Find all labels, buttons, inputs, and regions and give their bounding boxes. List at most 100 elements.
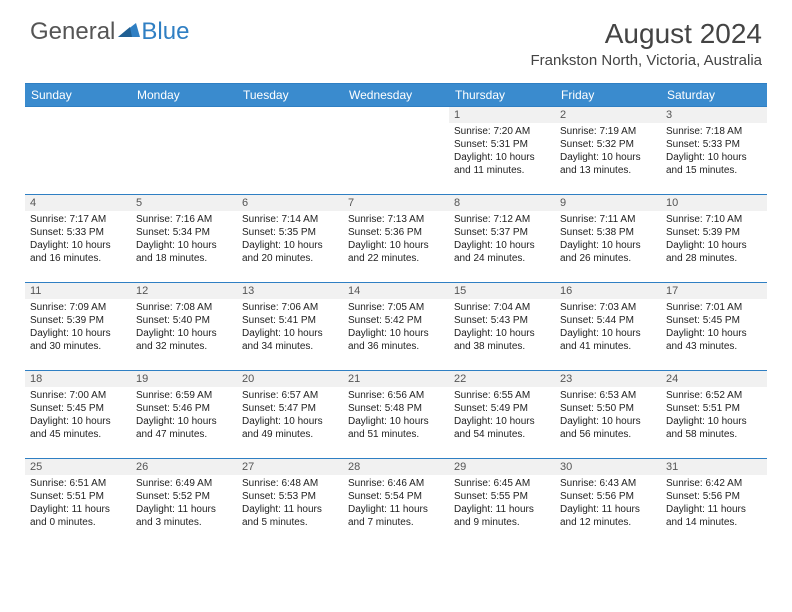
day-number: 23 <box>555 371 661 387</box>
sunset-text: Sunset: 5:36 PM <box>348 226 444 239</box>
day-number: 6 <box>237 195 343 211</box>
day-header: Sunday <box>25 84 131 107</box>
day-number: 27 <box>237 459 343 475</box>
sunrise-text: Sunrise: 6:51 AM <box>30 477 126 490</box>
calendar-cell: 1 Sunrise: 7:20 AMSunset: 5:31 PMDaylight… <box>449 107 555 195</box>
sunset-text: Sunset: 5:41 PM <box>242 314 338 327</box>
sunrise-text: Sunrise: 6:57 AM <box>242 389 338 402</box>
daylight-text: Daylight: 11 hours and 0 minutes. <box>30 503 126 529</box>
day-header: Friday <box>555 84 661 107</box>
calendar-cell: 31Sunrise: 6:42 AMSunset: 5:56 PMDayligh… <box>661 459 767 547</box>
calendar-cell: 12Sunrise: 7:08 AMSunset: 5:40 PMDayligh… <box>131 283 237 371</box>
daylight-text: Daylight: 10 hours and 13 minutes. <box>560 151 656 177</box>
sunset-text: Sunset: 5:31 PM <box>454 138 550 151</box>
sunrise-text: Sunrise: 7:04 AM <box>454 301 550 314</box>
day-number: 1 <box>449 107 555 123</box>
sunrise-text: Sunrise: 7:00 AM <box>30 389 126 402</box>
sunrise-text: Sunrise: 6:48 AM <box>242 477 338 490</box>
day-number: 25 <box>25 459 131 475</box>
day-number: 20 <box>237 371 343 387</box>
sunrise-text: Sunrise: 6:45 AM <box>454 477 550 490</box>
sunset-text: Sunset: 5:39 PM <box>666 226 762 239</box>
daylight-text: Daylight: 10 hours and 41 minutes. <box>560 327 656 353</box>
sunset-text: Sunset: 5:45 PM <box>666 314 762 327</box>
calendar-cell: 8Sunrise: 7:12 AMSunset: 5:37 PMDaylight… <box>449 195 555 283</box>
daylight-text: Daylight: 11 hours and 9 minutes. <box>454 503 550 529</box>
calendar-cell: 29Sunrise: 6:45 AMSunset: 5:55 PMDayligh… <box>449 459 555 547</box>
sunrise-text: Sunrise: 7:16 AM <box>136 213 232 226</box>
sunset-text: Sunset: 5:45 PM <box>30 402 126 415</box>
sunset-text: Sunset: 5:56 PM <box>666 490 762 503</box>
day-number: 11 <box>25 283 131 299</box>
sunrise-text: Sunrise: 6:59 AM <box>136 389 232 402</box>
day-number: 18 <box>25 371 131 387</box>
daylight-text: Daylight: 11 hours and 7 minutes. <box>348 503 444 529</box>
calendar-cell <box>237 107 343 195</box>
daylight-text: Daylight: 10 hours and 56 minutes. <box>560 415 656 441</box>
day-header: Monday <box>131 84 237 107</box>
calendar-cell: 2Sunrise: 7:19 AMSunset: 5:32 PMDaylight… <box>555 107 661 195</box>
calendar-cell <box>25 107 131 195</box>
day-number: 3 <box>661 107 767 123</box>
daylight-text: Daylight: 10 hours and 28 minutes. <box>666 239 762 265</box>
daylight-text: Daylight: 10 hours and 32 minutes. <box>136 327 232 353</box>
day-header: Wednesday <box>343 84 449 107</box>
day-number: 12 <box>131 283 237 299</box>
sunrise-text: Sunrise: 7:10 AM <box>666 213 762 226</box>
calendar-cell: 19Sunrise: 6:59 AMSunset: 5:46 PMDayligh… <box>131 371 237 459</box>
sunrise-text: Sunrise: 6:55 AM <box>454 389 550 402</box>
sunset-text: Sunset: 5:44 PM <box>560 314 656 327</box>
sunrise-text: Sunrise: 7:20 AM <box>454 125 550 138</box>
daylight-text: Daylight: 10 hours and 54 minutes. <box>454 415 550 441</box>
calendar-cell: 26Sunrise: 6:49 AMSunset: 5:52 PMDayligh… <box>131 459 237 547</box>
calendar-cell: 7Sunrise: 7:13 AMSunset: 5:36 PMDaylight… <box>343 195 449 283</box>
calendar-cell: 23Sunrise: 6:53 AMSunset: 5:50 PMDayligh… <box>555 371 661 459</box>
sunrise-text: Sunrise: 7:17 AM <box>30 213 126 226</box>
sunset-text: Sunset: 5:51 PM <box>30 490 126 503</box>
sunrise-text: Sunrise: 6:56 AM <box>348 389 444 402</box>
sunrise-text: Sunrise: 7:11 AM <box>560 213 656 226</box>
daylight-text: Daylight: 11 hours and 3 minutes. <box>136 503 232 529</box>
sunset-text: Sunset: 5:43 PM <box>454 314 550 327</box>
day-number: 22 <box>449 371 555 387</box>
calendar-cell: 14Sunrise: 7:05 AMSunset: 5:42 PMDayligh… <box>343 283 449 371</box>
sunset-text: Sunset: 5:35 PM <box>242 226 338 239</box>
calendar-cell: 11Sunrise: 7:09 AMSunset: 5:39 PMDayligh… <box>25 283 131 371</box>
location-text: Frankston North, Victoria, Australia <box>531 52 763 69</box>
calendar-cell: 22Sunrise: 6:55 AMSunset: 5:49 PMDayligh… <box>449 371 555 459</box>
calendar-cell: 5Sunrise: 7:16 AMSunset: 5:34 PMDaylight… <box>131 195 237 283</box>
daylight-text: Daylight: 11 hours and 12 minutes. <box>560 503 656 529</box>
day-header: Saturday <box>661 84 767 107</box>
day-number: 16 <box>555 283 661 299</box>
daylight-text: Daylight: 10 hours and 16 minutes. <box>30 239 126 265</box>
day-number: 10 <box>661 195 767 211</box>
daylight-text: Daylight: 10 hours and 24 minutes. <box>454 239 550 265</box>
logo: General Blue <box>30 18 189 46</box>
calendar-cell: 9Sunrise: 7:11 AMSunset: 5:38 PMDaylight… <box>555 195 661 283</box>
calendar-cell: 3Sunrise: 7:18 AMSunset: 5:33 PMDaylight… <box>661 107 767 195</box>
day-number: 28 <box>343 459 449 475</box>
sunrise-text: Sunrise: 7:13 AM <box>348 213 444 226</box>
daylight-text: Daylight: 11 hours and 5 minutes. <box>242 503 338 529</box>
calendar-cell: 4Sunrise: 7:17 AMSunset: 5:33 PMDaylight… <box>25 195 131 283</box>
sunrise-text: Sunrise: 7:12 AM <box>454 213 550 226</box>
calendar-cell: 25 Sunrise: 6:51 AMSunset: 5:51 PMDayligh… <box>25 459 131 547</box>
daylight-text: Daylight: 10 hours and 30 minutes. <box>30 327 126 353</box>
sunrise-text: Sunrise: 6:46 AM <box>348 477 444 490</box>
calendar-table: Sunday Monday Tuesday Wednesday Thursday… <box>25 83 767 547</box>
day-number: 19 <box>131 371 237 387</box>
sunrise-text: Sunrise: 6:43 AM <box>560 477 656 490</box>
logo-text-blue: Blue <box>141 18 189 46</box>
calendar-cell: 16Sunrise: 7:03 AMSunset: 5:44 PMDayligh… <box>555 283 661 371</box>
daylight-text: Daylight: 10 hours and 11 minutes. <box>454 151 550 177</box>
sunset-text: Sunset: 5:42 PM <box>348 314 444 327</box>
logo-triangle-icon <box>118 18 140 46</box>
daylight-text: Daylight: 10 hours and 34 minutes. <box>242 327 338 353</box>
daylight-text: Daylight: 10 hours and 38 minutes. <box>454 327 550 353</box>
sunset-text: Sunset: 5:51 PM <box>666 402 762 415</box>
calendar-cell: 10 Sunrise: 7:10 AMSunset: 5:39 PMDayligh… <box>661 195 767 283</box>
day-number: 17 <box>661 283 767 299</box>
sunset-text: Sunset: 5:47 PM <box>242 402 338 415</box>
calendar-cell: 30Sunrise: 6:43 AMSunset: 5:56 PMDayligh… <box>555 459 661 547</box>
calendar-cell: 13Sunrise: 7:06 AMSunset: 5:41 PMDayligh… <box>237 283 343 371</box>
